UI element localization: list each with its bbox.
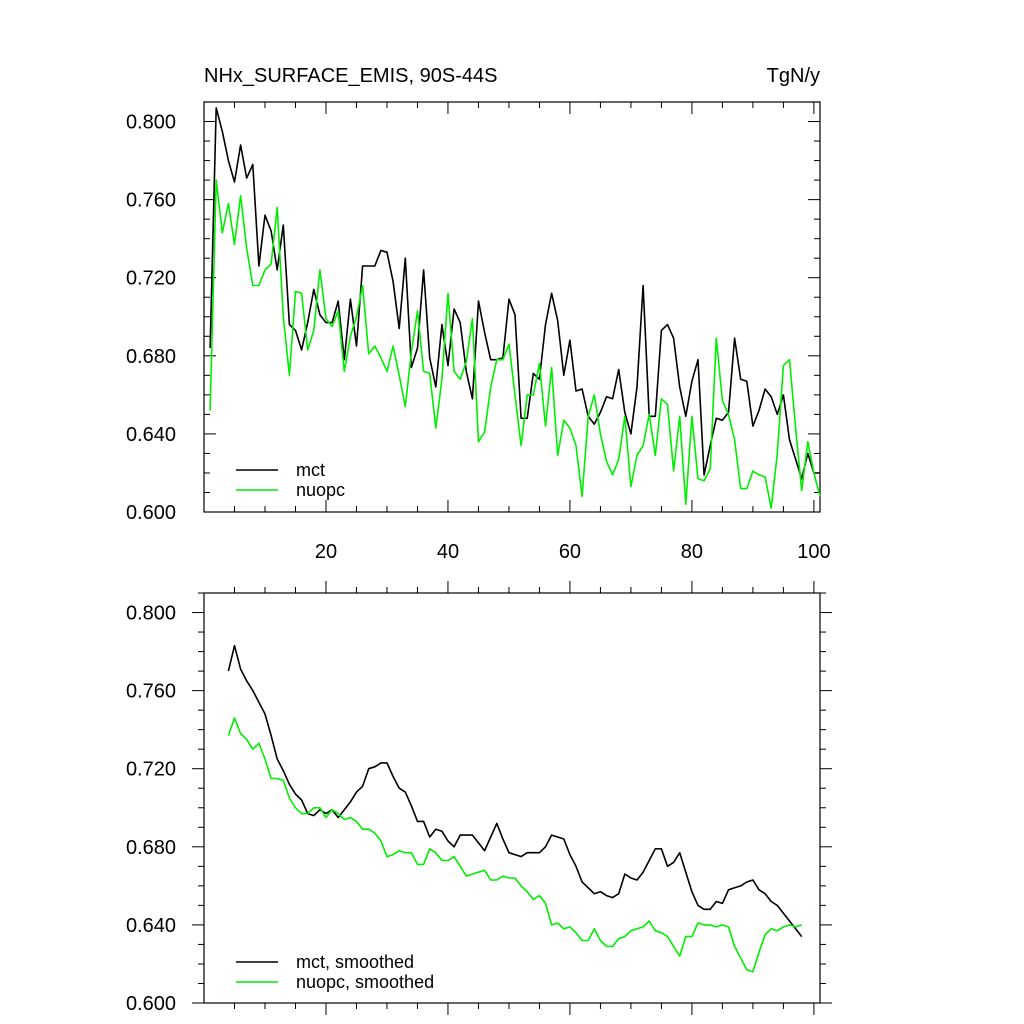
y-tick-label: 0.680 — [126, 837, 176, 859]
y-tick-label: 0.760 — [126, 190, 176, 212]
x-tick-label: 20 — [315, 541, 337, 563]
legend-label: mct — [296, 460, 325, 480]
y-tick-label: 0.640 — [126, 915, 176, 937]
chart-title-left: NHx_SURFACE_EMIS, 90S-44S — [204, 65, 497, 87]
chart-panel-2: 0.600 0.640 0.680 0.720 0.760 0.800 mct, smoot… — [126, 581, 832, 1015]
series-line-mct-smoothed — [227, 644, 803, 938]
y-tick-label: 0.800 — [126, 112, 176, 134]
legend-label: nuopc — [296, 480, 345, 500]
plot-frame — [203, 101, 821, 513]
x-tick-label: 60 — [559, 541, 581, 563]
y-tick-label: 0.800 — [126, 603, 176, 625]
series-line-mct — [209, 107, 820, 480]
y-tick-label: 0.760 — [126, 681, 176, 703]
legend-label: mct, smoothed — [296, 952, 414, 972]
y-tick-label: 0.600 — [126, 502, 176, 524]
legend-label: nuopc, smoothed — [296, 972, 434, 992]
y-tick-label: 0.720 — [126, 268, 176, 290]
series-line-nuopc — [209, 179, 821, 509]
x-tick-label: 100 — [797, 541, 830, 563]
x-tick-label: 40 — [437, 541, 459, 563]
plot-frame — [203, 592, 821, 1004]
y-tick-label: 0.720 — [126, 759, 176, 781]
x-tick-label: 80 — [681, 541, 703, 563]
series-line-nuopc-smoothed — [227, 717, 802, 973]
y-tick-label: 0.600 — [126, 993, 176, 1015]
chart-title-right: TgN/y — [767, 65, 820, 87]
y-tick-label: 0.640 — [126, 424, 176, 446]
y-tick-label: 0.680 — [126, 346, 176, 368]
chart-panel-1: 0.600 0.640 0.680 0.720 0.760 0.800 20 40 60 80 10… — [126, 101, 831, 563]
